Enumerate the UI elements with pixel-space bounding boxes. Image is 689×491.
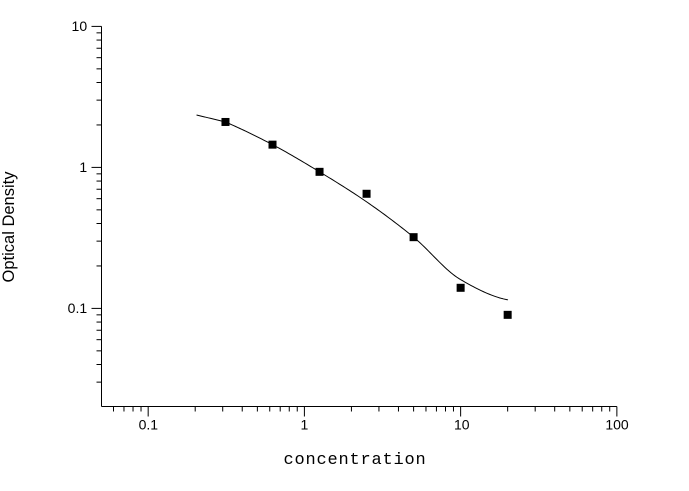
svg-text:10: 10 <box>72 18 88 34</box>
svg-text:1: 1 <box>79 159 87 175</box>
svg-text:0.1: 0.1 <box>68 300 88 316</box>
svg-text:concentration: concentration <box>283 451 426 470</box>
svg-text:100: 100 <box>605 416 629 432</box>
svg-text:1: 1 <box>301 416 309 432</box>
svg-text:Optical Density: Optical Density <box>0 171 18 283</box>
svg-text:10: 10 <box>454 416 470 432</box>
svg-text:0.1: 0.1 <box>139 416 159 432</box>
